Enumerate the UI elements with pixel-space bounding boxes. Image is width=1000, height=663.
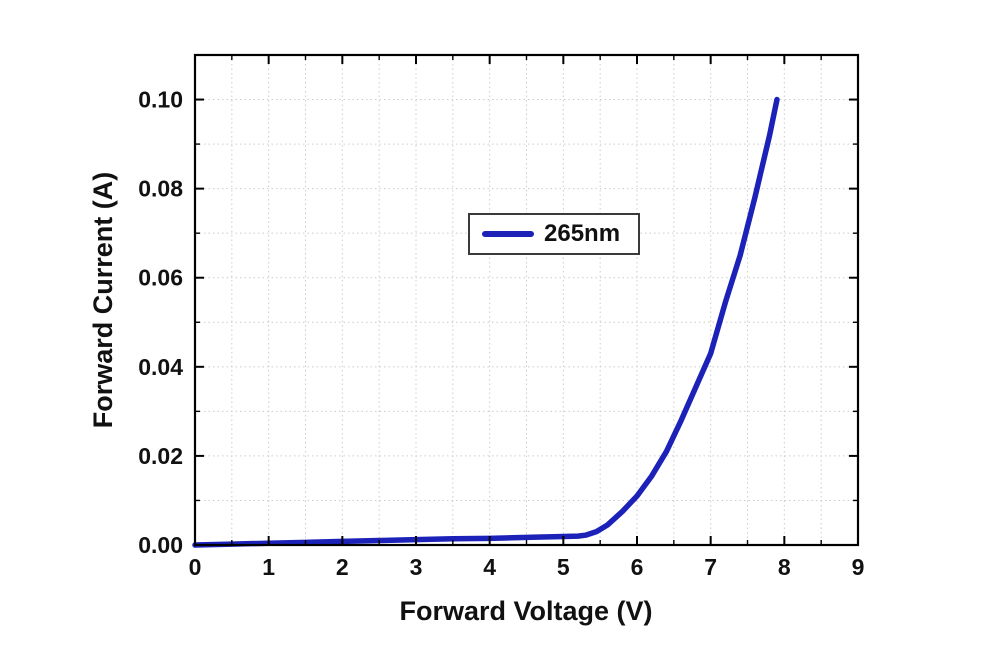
axes-frame-and-ticks: [193, 53, 860, 547]
x-tick-label: 8: [778, 554, 791, 580]
tick-labels: 0 1 2 3 4 5 6 7 8 9 0.00 0.02 0.04 0.06 0.08 0.10: [138, 87, 864, 580]
x-tick-label: 4: [483, 554, 496, 580]
y-tick-label: 0.04: [138, 354, 183, 380]
y-tick-label: 0.06: [138, 265, 183, 291]
gridlines: [195, 55, 858, 545]
x-tick-label: 6: [631, 554, 644, 580]
x-tick-label: 7: [704, 554, 717, 580]
legend-line-swatch: [482, 231, 534, 237]
y-tick-label: 0.02: [138, 443, 183, 469]
x-tick-label: 3: [410, 554, 423, 580]
legend: 265nm: [468, 213, 641, 255]
x-tick-label: 9: [852, 554, 865, 580]
x-tick-label: 2: [336, 554, 349, 580]
x-tick-label: 0: [189, 554, 202, 580]
x-tick-label: 1: [262, 554, 275, 580]
legend-label: 265nm: [544, 220, 621, 247]
y-tick-label: 0.08: [138, 176, 183, 202]
x-tick-label: 5: [557, 554, 570, 580]
y-axis-title: Forward Current (A): [88, 172, 118, 429]
x-axis-title: Forward Voltage (V): [399, 596, 652, 626]
data-series-line: [192, 96, 780, 548]
y-tick-label: 0.00: [138, 532, 183, 558]
y-tick-label: 0.10: [138, 87, 183, 113]
